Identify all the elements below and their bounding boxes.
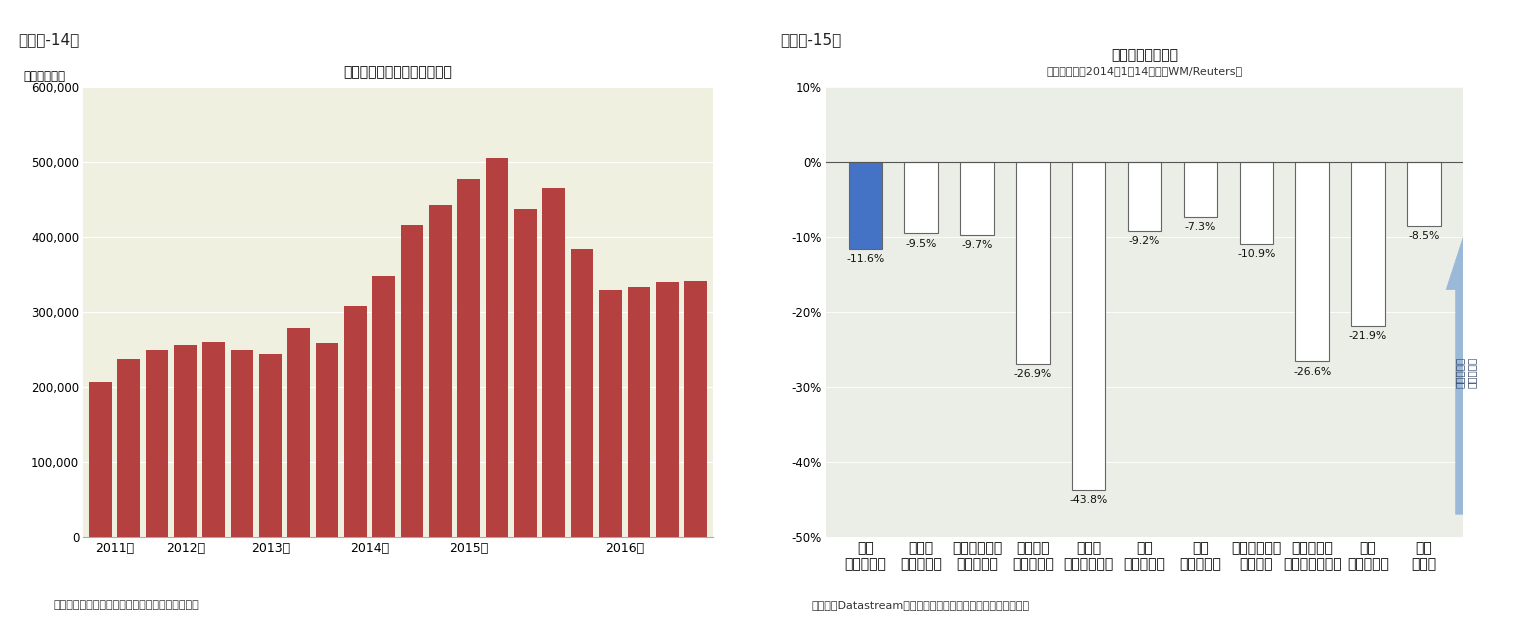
Text: （百万ドル）: （百万ドル） [24,70,65,83]
Bar [230,350,253,537]
Text: -43.8%: -43.8% [1070,495,1108,505]
Bar [684,281,706,537]
Bar [1184,162,1217,217]
Bar [203,342,224,537]
Bar [89,382,112,537]
Title: 主要通貨の変化率: 主要通貨の変化率 [1111,49,1178,62]
Text: （図表-15）: （図表-15） [781,32,841,47]
Text: 自国通貨高
（ドル安）: 自国通貨高 （ドル安） [1455,356,1477,388]
Bar [174,345,197,537]
Bar [458,180,481,537]
Bar [656,282,679,537]
Polygon shape [1446,230,1486,514]
Bar [572,249,593,537]
Text: （対米ドル、2014年1月14日比、WM/Reuters）: （対米ドル、2014年1月14日比、WM/Reuters） [1046,66,1243,76]
Text: -9.7%: -9.7% [961,240,993,250]
Text: -10.9%: -10.9% [1237,249,1275,259]
Bar [1240,162,1273,244]
Bar [400,225,423,537]
Bar [1351,162,1384,326]
Text: （図表-14）: （図表-14） [18,32,79,47]
Bar [628,287,650,537]
Text: -9.2%: -9.2% [1129,236,1160,246]
Bar [1016,162,1049,364]
Text: -9.5%: -9.5% [905,238,937,248]
Bar [514,208,537,537]
Bar [429,205,452,537]
Text: -26.6%: -26.6% [1293,367,1331,377]
Bar [905,162,938,233]
Text: （資料）中国国家外貨管理局のデータを元に作成: （資料）中国国家外貨管理局のデータを元に作成 [53,600,199,610]
Text: （資料）Datastreamのデータを元にニッセイ基礎研究所で作成: （資料）Datastreamのデータを元にニッセイ基礎研究所で作成 [811,600,1029,610]
Bar [344,306,367,537]
Text: -21.9%: -21.9% [1349,331,1387,341]
Bar [117,359,139,537]
Bar [146,350,168,537]
Bar [849,162,882,249]
Bar [1295,162,1330,361]
Bar [1072,162,1105,490]
Text: -8.5%: -8.5% [1408,231,1440,241]
Bar [288,328,311,537]
Bar [373,276,396,537]
Bar [543,188,565,537]
Bar [1407,162,1440,226]
Bar [315,343,338,537]
Text: -7.3%: -7.3% [1184,222,1216,232]
Bar [1128,162,1161,231]
Bar [960,162,994,235]
Bar [599,290,622,537]
Bar [485,158,508,537]
Title: 海外からの現預金残高の推移: 海外からの現預金残高の推移 [344,66,452,79]
Text: -26.9%: -26.9% [1014,369,1052,379]
Bar [259,354,282,537]
Text: -11.6%: -11.6% [846,255,884,265]
